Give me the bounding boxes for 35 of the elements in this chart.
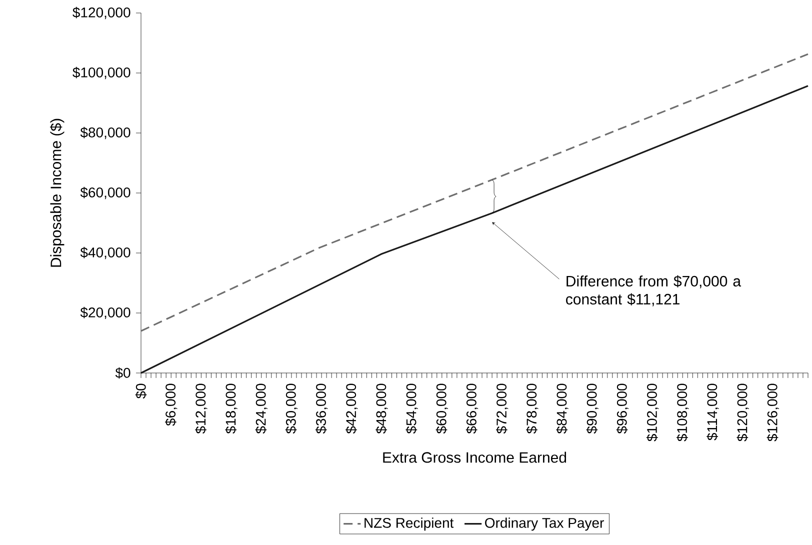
y-tick-label: $80,000 [80, 126, 130, 140]
y-tick-label: $60,000 [80, 186, 130, 200]
y-tick-label: $40,000 [80, 246, 130, 260]
x-tick-label: $120,000 [736, 384, 749, 442]
y-tick-label: $100,000 [72, 66, 130, 80]
x-tick-label: $108,000 [676, 384, 689, 442]
x-tick-label: $24,000 [255, 384, 268, 434]
x-tick-label: $30,000 [285, 384, 298, 434]
x-tick-label: $90,000 [586, 384, 598, 434]
x-tick-label: $84,000 [556, 384, 568, 434]
x-tick-label: $114,000 [706, 384, 719, 440]
x-tick-label: $60,000 [436, 384, 448, 434]
x-tick-label: $96,000 [616, 384, 629, 434]
y-tick-label: $20,000 [80, 306, 130, 320]
line-series [140, 53, 809, 332]
x-tick-label: $78,000 [526, 384, 538, 434]
x-axis-title: Extra Gross Income Earned [383, 452, 566, 463]
x-tick-label: $42,000 [346, 384, 358, 434]
x-tick-label: $66,000 [466, 384, 478, 434]
x-tick-label: $12,000 [195, 384, 208, 434]
x-tick-label: $48,000 [376, 384, 388, 434]
x-tick-label: $72,000 [496, 384, 508, 434]
x-tick-label: $18,000 [225, 384, 238, 434]
x-tick-label: $102,000 [646, 384, 659, 442]
x-tick-label: $6,000 [165, 384, 178, 426]
x-tick-label: $126,000 [766, 384, 779, 442]
x-tick-label: $0 [135, 384, 147, 399]
legend-label: Ordinary Tax Payer [485, 518, 604, 531]
annotation: Difference from $70,000 a constant $11,121 [566, 275, 742, 306]
x-tick-label: $54,000 [406, 384, 418, 434]
y-tick-label: $120,000 [72, 6, 130, 20]
y-tick-label: $0 [115, 367, 130, 379]
legend-label: NZS Recipient [364, 518, 454, 531]
y-axis-title: Disposable Income ($) [50, 118, 64, 267]
x-tick-label: $36,000 [315, 384, 328, 434]
